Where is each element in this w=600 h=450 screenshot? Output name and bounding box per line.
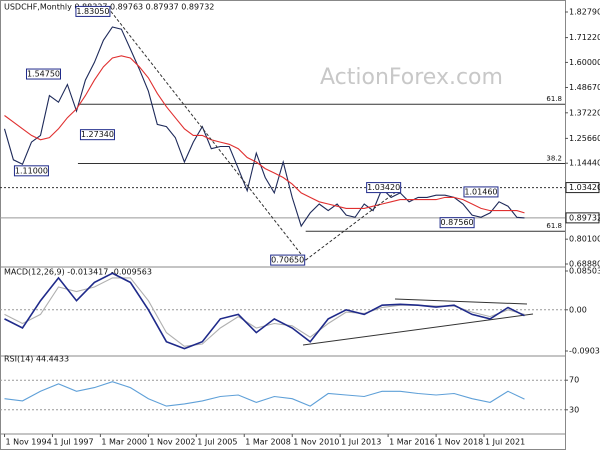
price-level-label: 1.03420 [569,183,600,192]
y-tick-label: 1.82790 [569,8,600,17]
annotation-box [439,217,475,229]
trend-line [394,298,528,305]
annotation-label: 1.27340 [81,130,114,139]
x-tick-label: 1 Mar 2000 [101,438,147,447]
y-tick-label: 0.00 [569,305,587,314]
x-tick-label: 1 Mar 2016 [389,438,435,447]
annotation-box [463,186,499,198]
watermark: ActionForex.com [320,65,503,90]
x-tick-label: 1 Nov 2002 [149,438,195,447]
fib-label: 38.2 [546,155,562,163]
y-tick-label: 0.085035 [569,267,600,276]
y-tick-label: 1.37220 [569,108,600,117]
x-tick-label: 1 Jul 2013 [341,438,381,447]
series-line [4,381,525,407]
price-level-label: 0.89732 [569,213,600,222]
y-tick-label: 30 [569,405,579,414]
x-tick-label: 1 Nov 2010 [293,438,339,447]
y-tick-label: 1.48670 [569,83,600,92]
annotation-box [79,129,115,141]
y-tick-label: 1.25660 [569,134,600,143]
series-line [3,26,525,228]
annotation-box [25,68,61,80]
trend-line [305,187,402,261]
price-level-box [565,212,600,224]
annotation-label: 1.83050 [76,7,109,16]
series-line [4,272,525,350]
trend-line [110,11,307,261]
fib-label: 61.8 [546,95,562,103]
annotation-box [270,254,306,266]
y-tick-label: 0.80100 [569,235,600,244]
x-tick-label: 1 Jul 1997 [53,438,93,447]
x-tick-label: 1 Jul 2005 [197,438,237,447]
x-tick-label: 1 Nov 1994 [6,438,52,447]
annotation-box [366,182,402,194]
annotation-box [75,5,111,17]
y-tick-label: -0.090302 [569,347,600,356]
series-line [4,55,525,214]
annotation-label: 0.87560 [441,218,474,227]
y-tick-label: 1.60000 [569,58,600,67]
annotation-label: 1.54750 [27,70,60,79]
y-tick-label: 1.71220 [569,33,600,42]
panel-title: MACD(12,26,9) -0.013417 -0.009563 [4,268,152,277]
annotation-label: 1.03420 [367,183,400,192]
annotation-label: 0.70650 [271,256,304,265]
y-tick-label: 1.14440 [569,159,600,168]
trend-line [302,313,534,346]
x-tick-label: 1 Mar 2008 [245,438,291,447]
annotation-label: 1.01460 [464,187,497,196]
annotation-box [13,165,49,177]
price-level-box [565,182,600,194]
fib-label: 61.8 [546,222,562,230]
y-tick-label: 0.68880 [569,260,600,269]
x-tick-label: 1 Jul 2021 [485,438,525,447]
y-tick-label: 70 [569,376,579,385]
panel-title: RSI(14) 44.4433 [4,355,69,364]
x-tick-label: 1 Nov 2018 [437,438,483,447]
annotation-label: 1.11000 [15,166,48,175]
